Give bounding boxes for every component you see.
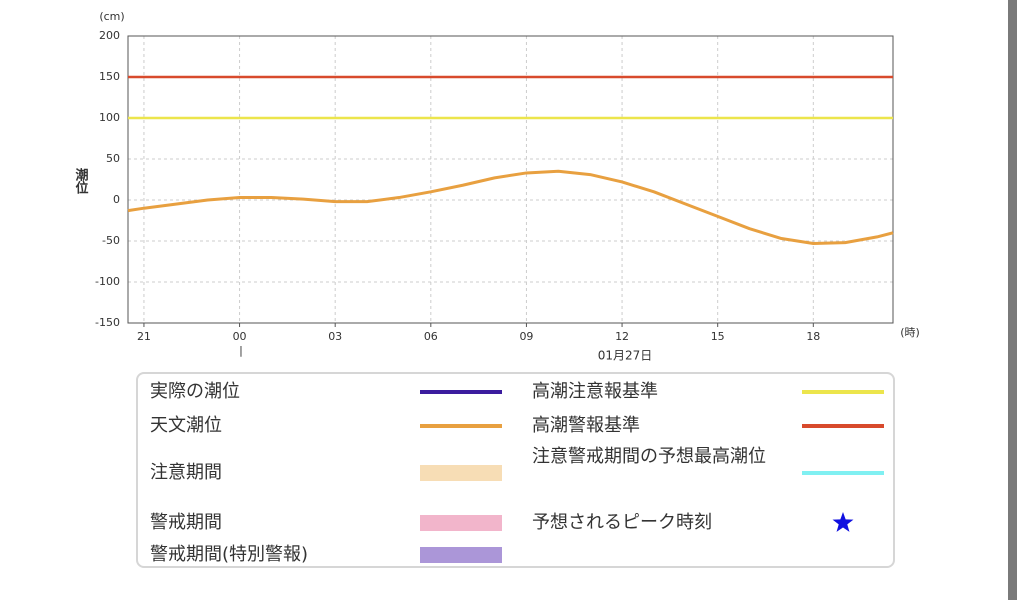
legend-label: 警戒期間 — [150, 512, 222, 533]
x-tick-label: 06 — [424, 330, 438, 343]
plot-frame — [127, 35, 894, 324]
x-tick-label: 09 — [519, 330, 533, 343]
legend-swatch — [802, 423, 884, 428]
tide-line — [127, 169, 894, 245]
y-tick-label: 50 — [106, 152, 120, 165]
chart: (cm) 潮位 (時) 01月27日 | -150 -100 -50 0 50 100 15… — [73, 10, 920, 363]
scrollbar — [1008, 0, 1017, 600]
legend-label: 予想されるピーク時刻 — [532, 512, 712, 533]
legend-swatch — [802, 389, 884, 394]
y-tick-label: -150 — [95, 316, 120, 329]
legend-label: 注意期間 — [150, 462, 222, 483]
date-label: 01月27日 — [598, 349, 653, 363]
legend-label: 天文潮位 — [150, 415, 222, 436]
legend-swatch — [420, 546, 502, 563]
date-marker: | — [239, 344, 243, 357]
y-tick-label: 0 — [113, 193, 120, 206]
y-tick-label: 100 — [99, 111, 120, 124]
y-tick-label: -50 — [102, 234, 120, 247]
star — [832, 511, 854, 532]
legend-swatch — [802, 471, 884, 475]
y-axis-label: 潮位 — [73, 167, 89, 195]
legend-label: 高潮注意報基準 — [532, 381, 658, 402]
legend-label: 実際の潮位 — [150, 381, 240, 402]
legend-label: 高潮警報基準 — [532, 415, 640, 436]
legend-swatch — [420, 389, 502, 394]
legend-label: 注意警戒期間の予想最高潮位 — [532, 446, 766, 467]
x-tick-label: 21 — [137, 330, 151, 343]
legend-star — [832, 511, 854, 532]
y-tick-label: -100 — [95, 275, 120, 288]
y-tick-label: 200 — [99, 29, 120, 42]
legend: 実際の潮位天文潮位注意期間警戒期間警戒期間(特別警報) 高潮注意報基準 高潮警報基準… — [136, 372, 895, 568]
y-unit: (cm) — [99, 10, 124, 23]
x-tick-label: 00 — [233, 330, 247, 343]
x-tick-label: 15 — [711, 330, 725, 343]
x-unit: (時) — [900, 326, 920, 339]
x-tick-label: 03 — [328, 330, 342, 343]
x-tick-label: 12 — [615, 330, 629, 343]
legend-swatch — [420, 514, 502, 531]
legend-swatch — [420, 464, 502, 481]
x-tick-label: 18 — [806, 330, 820, 343]
legend-label: 警戒期間(特別警報) — [150, 544, 309, 565]
y-tick-label: 150 — [99, 70, 120, 83]
legend-swatch — [420, 423, 502, 428]
